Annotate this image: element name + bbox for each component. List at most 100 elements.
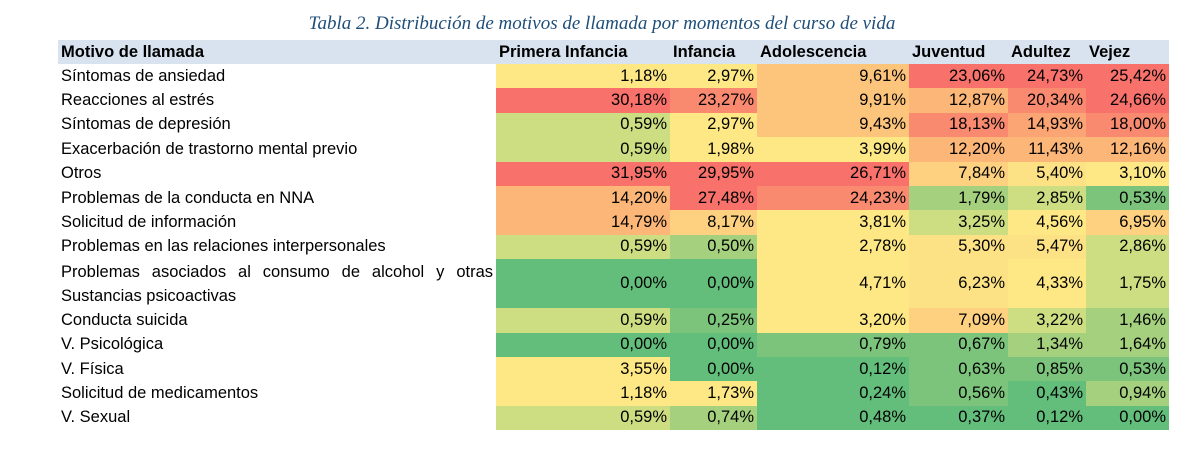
value-cell: 0,25% xyxy=(670,308,757,333)
value-cell: 3,55% xyxy=(496,356,670,382)
row-label: V. Física xyxy=(58,356,496,382)
value-cell: 2,97% xyxy=(670,64,757,89)
value-cell: 9,43% xyxy=(757,112,909,138)
table-row: Otros 31,95% 29,95% 26,71% 7,84% 5,40% 3,10% xyxy=(58,161,1169,186)
value-cell: 5,30% xyxy=(909,234,1008,260)
value-cell: 23,06% xyxy=(909,64,1008,89)
value-cell: 0,53% xyxy=(1086,185,1169,211)
value-cell: 3,81% xyxy=(757,210,909,235)
value-cell: 3,22% xyxy=(1008,308,1086,333)
table-row: Síntomas de depresión 0,59% 2,97% 9,43% 18,1… xyxy=(58,112,1169,138)
value-cell: 0,79% xyxy=(757,332,909,357)
value-cell: 0,59% xyxy=(496,137,670,162)
value-cell: 0,48% xyxy=(757,405,909,431)
header-adultez: Adultez xyxy=(1008,40,1086,64)
header-juventud: Juventud xyxy=(909,40,1008,64)
value-cell: 7,09% xyxy=(909,308,1008,333)
row-label: Síntomas de ansiedad xyxy=(58,64,496,89)
header-row: Motivo de llamada Primera Infancia Infan… xyxy=(58,40,1169,64)
value-cell: 29,95% xyxy=(670,161,757,186)
value-cell: 2,85% xyxy=(1008,185,1086,211)
value-cell: 0,00% xyxy=(496,259,670,309)
value-cell: 3,99% xyxy=(757,137,909,162)
row-label: Problemas de la conducta en NNA xyxy=(58,185,496,211)
value-cell: 0,00% xyxy=(670,332,757,357)
table-row: Problemas en las relaciones interpersona… xyxy=(58,234,1169,260)
value-cell: 1,46% xyxy=(1086,308,1169,333)
value-cell: 14,20% xyxy=(496,185,670,211)
value-cell: 0,94% xyxy=(1086,381,1169,406)
value-cell: 1,34% xyxy=(1008,332,1086,357)
value-cell: 0,59% xyxy=(496,308,670,333)
header-vejez: Vejez xyxy=(1086,40,1169,64)
value-cell: 0,85% xyxy=(1008,356,1086,382)
value-cell: 14,93% xyxy=(1008,112,1086,138)
table-row: Conducta suicida 0,59% 0,25% 3,20% 7,09% 3,22… xyxy=(58,308,1169,333)
table-row: Exacerbación de trastorno mental previo 0… xyxy=(58,137,1169,162)
value-cell: 12,87% xyxy=(909,88,1008,113)
value-cell: 0,37% xyxy=(909,405,1008,431)
table-row: Síntomas de ansiedad 1,18% 2,97% 9,61% 23,06… xyxy=(58,64,1169,89)
value-cell: 27,48% xyxy=(670,185,757,211)
value-cell: 24,66% xyxy=(1086,88,1169,113)
value-cell: 14,79% xyxy=(496,210,670,235)
header-infancia: Infancia xyxy=(670,40,757,64)
call-reasons-table: Motivo de llamada Primera Infancia Infan… xyxy=(58,40,1169,431)
value-cell: 30,18% xyxy=(496,88,670,113)
value-cell: 0,67% xyxy=(909,332,1008,357)
value-cell: 2,86% xyxy=(1086,234,1169,260)
value-cell: 3,25% xyxy=(909,210,1008,235)
header-primera-infancia: Primera Infancia xyxy=(496,40,670,64)
row-label: Conducta suicida xyxy=(58,308,496,333)
value-cell: 0,50% xyxy=(670,234,757,260)
value-cell: 1,64% xyxy=(1086,332,1169,357)
table-caption: Tabla 2. Distribución de motivos de llam… xyxy=(308,13,896,34)
value-cell: 0,24% xyxy=(757,381,909,406)
header-adolescencia: Adolescencia xyxy=(757,40,909,64)
value-cell: 24,23% xyxy=(757,185,909,211)
value-cell: 6,23% xyxy=(909,259,1008,309)
value-cell: 18,00% xyxy=(1086,112,1169,138)
value-cell: 6,95% xyxy=(1086,210,1169,235)
table-row: Solicitud de información 14,79% 8,17% 3,81%… xyxy=(58,210,1169,235)
value-cell: 1,18% xyxy=(496,381,670,406)
value-cell: 0,43% xyxy=(1008,381,1086,406)
row-label: Solicitud de medicamentos xyxy=(58,381,496,406)
value-cell: 4,33% xyxy=(1008,259,1086,309)
value-cell: 4,56% xyxy=(1008,210,1086,235)
header-motivo: Motivo de llamada xyxy=(58,40,496,64)
value-cell: 8,17% xyxy=(670,210,757,235)
value-cell: 0,00% xyxy=(670,259,757,309)
table-row: Problemas asociados al consumo de alcoho… xyxy=(58,259,1169,309)
value-cell: 0,12% xyxy=(757,356,909,382)
value-cell: 11,43% xyxy=(1008,137,1086,162)
row-label: Problemas asociados al consumo de alcoho… xyxy=(58,259,496,309)
row-label: Problemas en las relaciones interpersona… xyxy=(58,234,496,260)
row-label: Solicitud de información xyxy=(58,210,496,235)
table-row: V. Psicológica 0,00% 0,00% 0,79% 0,67% 1,34% 1… xyxy=(58,332,1169,357)
value-cell: 25,42% xyxy=(1086,64,1169,89)
value-cell: 12,16% xyxy=(1086,137,1169,162)
value-cell: 18,13% xyxy=(909,112,1008,138)
table-row: Reacciones al estrés 30,18% 23,27% 9,91% 12,… xyxy=(58,88,1169,113)
value-cell: 31,95% xyxy=(496,161,670,186)
value-cell: 1,73% xyxy=(670,381,757,406)
table-row: V. Sexual 0,59% 0,74% 0,48% 0,37% 0,12% 0,00% xyxy=(58,405,1169,431)
value-cell: 0,00% xyxy=(1086,405,1169,431)
value-cell: 5,47% xyxy=(1008,234,1086,260)
value-cell: 0,59% xyxy=(496,234,670,260)
value-cell: 1,79% xyxy=(909,185,1008,211)
value-cell: 2,78% xyxy=(757,234,909,260)
value-cell: 0,56% xyxy=(909,381,1008,406)
table-body: Síntomas de ansiedad 1,18% 2,97% 9,61% 23,06… xyxy=(58,64,1169,431)
value-cell: 0,63% xyxy=(909,356,1008,382)
value-cell: 1,98% xyxy=(670,137,757,162)
value-cell: 26,71% xyxy=(757,161,909,186)
row-label: V. Sexual xyxy=(58,405,496,431)
value-cell: 4,71% xyxy=(757,259,909,309)
value-cell: 5,40% xyxy=(1008,161,1086,186)
table-row: Problemas de la conducta en NNA 14,20% 27,… xyxy=(58,185,1169,211)
value-cell: 0,53% xyxy=(1086,356,1169,382)
value-cell: 12,20% xyxy=(909,137,1008,162)
value-cell: 9,61% xyxy=(757,64,909,89)
